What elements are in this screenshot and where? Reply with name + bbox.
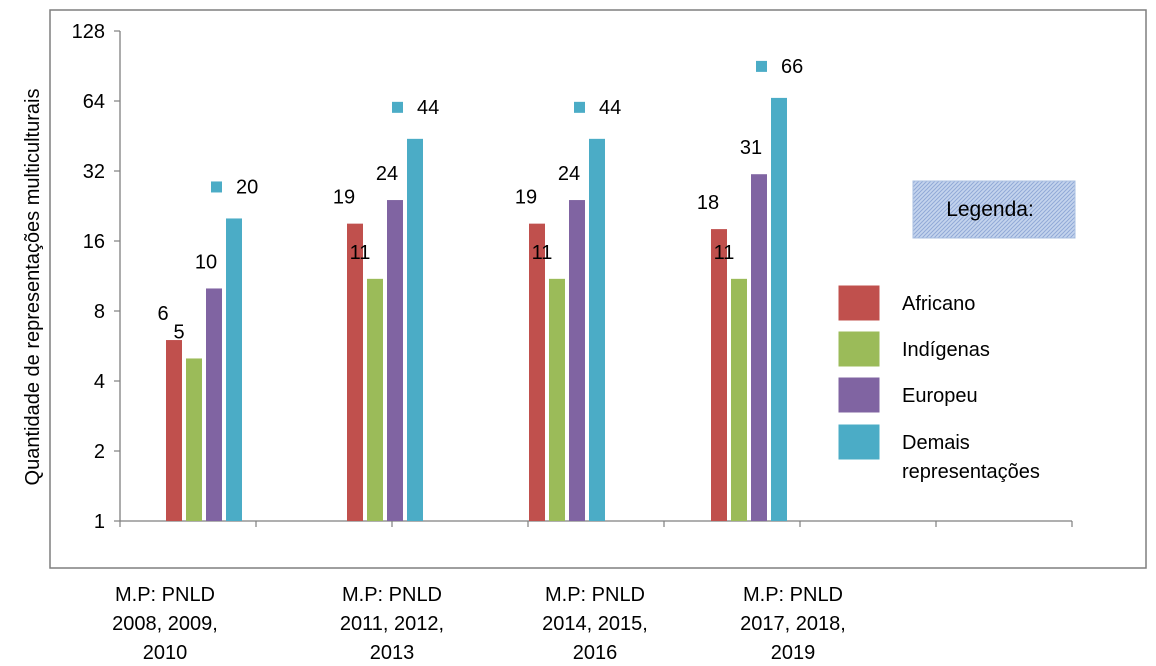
bar [711, 229, 727, 521]
legend-items: Africano Indígenas Europeu Demais representa… [837, 284, 1040, 483]
legend-swatch [837, 330, 881, 368]
x-category-label: 2008, 2009, [112, 613, 218, 635]
legend-title-box [912, 180, 1076, 239]
bar [771, 97, 787, 522]
data-label: 5 [173, 321, 184, 343]
legend-label: representações [902, 461, 1040, 483]
x-category-label: M.P: PNLD [115, 584, 215, 606]
legend-swatch [837, 284, 881, 322]
bar [589, 138, 605, 521]
bar [166, 340, 182, 521]
y-tick-label: 4 [94, 371, 105, 393]
y-axis: 1 2 4 8 16 32 64 128 [72, 21, 121, 533]
y-tick-label: 2 [94, 441, 105, 463]
x-category-labels: M.P: PNLD 2008, 2009, 2010 M.P: PNLD 2011, 2… [112, 584, 846, 664]
y-tick-label: 128 [72, 21, 105, 43]
x-category-label: M.P: PNLD [545, 584, 645, 606]
data-label-marker [574, 101, 585, 113]
data-label: 19 [333, 187, 355, 209]
x-category-label: 2014, 2015, [542, 613, 648, 635]
x-category-label: 2013 [370, 642, 415, 664]
data-label: 6 [157, 303, 168, 325]
legend-label: Indígenas [902, 339, 990, 361]
data-label: 11 [714, 242, 735, 264]
data-label: 66 [781, 56, 803, 78]
data-labels: 6 19 19 18 5 11 11 11 10 24 24 31 20 44 44 66 [157, 56, 803, 344]
legend-swatch [837, 376, 881, 414]
x-category-label: M.P: PNLD [743, 584, 843, 606]
data-label: 44 [599, 97, 621, 119]
data-label: 10 [195, 251, 217, 273]
y-axis-label: Quantidade de representações multicultur… [22, 89, 44, 486]
data-label-marker [756, 60, 767, 72]
data-label: 24 [558, 163, 580, 185]
x-category-label: 2011, 2012, [340, 613, 444, 635]
bar [407, 138, 423, 521]
x-category-label: 2017, 2018, [740, 613, 846, 635]
data-label: 18 [697, 192, 719, 214]
legend-swatch [837, 423, 881, 461]
data-label: 20 [236, 176, 258, 198]
y-tick-label: 8 [94, 301, 105, 323]
y-tick-label: 1 [94, 511, 105, 533]
x-category-label: 2016 [573, 642, 618, 664]
y-tick-label: 32 [83, 161, 105, 183]
bar [347, 223, 363, 521]
y-tick-label: 64 [83, 91, 105, 113]
bar [731, 278, 747, 521]
bar [751, 174, 767, 522]
legend-label: Europeu [902, 385, 978, 407]
data-label-marker [392, 101, 403, 113]
legend-label: Demais [902, 432, 970, 454]
bar [206, 288, 222, 521]
data-label: 31 [740, 137, 762, 159]
data-label: 11 [532, 242, 553, 264]
bar [186, 358, 202, 521]
bar [387, 200, 403, 522]
bar [569, 200, 585, 522]
legend-title: Legenda: [946, 198, 1034, 221]
legend-label: Africano [902, 293, 975, 315]
data-label: 24 [376, 163, 398, 185]
data-label: 44 [417, 97, 439, 119]
x-category-label: 2010 [143, 642, 188, 664]
y-tick-label: 16 [83, 231, 105, 253]
data-label: 19 [515, 187, 537, 209]
data-label: 11 [350, 242, 371, 264]
bar [549, 278, 565, 521]
bar [226, 218, 242, 521]
bar [529, 223, 545, 521]
bars [166, 97, 787, 522]
bar [367, 278, 383, 521]
x-category-label: 2019 [771, 642, 816, 664]
legend: Legenda: Africano Indígenas Europeu Demais r… [837, 180, 1076, 483]
x-category-label: M.P: PNLD [342, 584, 442, 606]
data-label-marker [211, 181, 222, 193]
